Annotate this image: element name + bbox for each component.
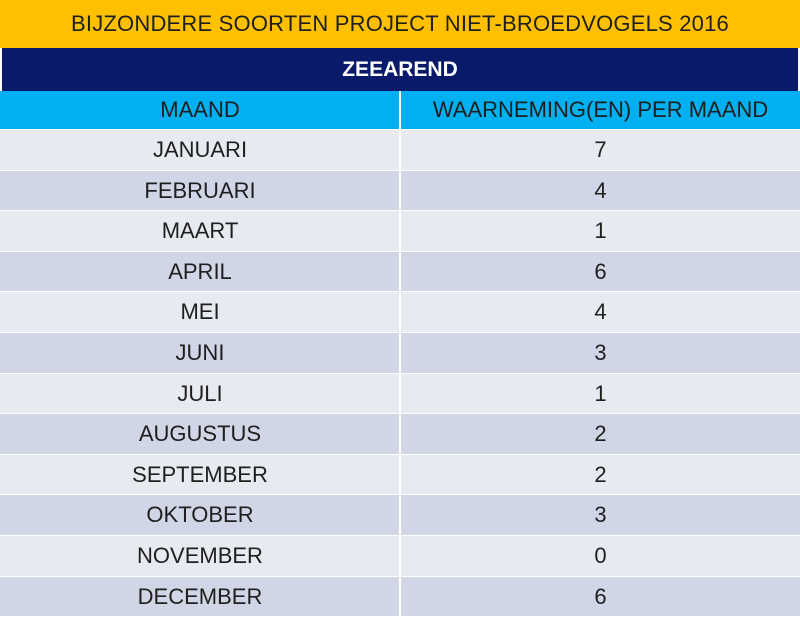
column-divider xyxy=(399,495,401,535)
column-divider xyxy=(399,211,401,251)
column-divider xyxy=(399,332,401,373)
cell-count: 3 xyxy=(594,339,607,365)
cell-month: SEPTEMBER xyxy=(132,461,268,487)
column-divider xyxy=(399,414,401,454)
column-divider xyxy=(399,535,401,576)
column-divider xyxy=(399,130,401,170)
table-row: OKTOBER 3 xyxy=(0,494,800,535)
column-divider xyxy=(399,576,401,617)
cell-month: OKTOBER xyxy=(146,502,254,528)
column-divider xyxy=(399,170,401,211)
table-row: APRIL 6 xyxy=(0,250,800,292)
table-body: JANUARI 7 FEBRUARI 4 MAART 1 APRIL 6 MEI 4 JUNI 3 JU… xyxy=(0,129,800,617)
table-row: AUGUSTUS 2 xyxy=(0,413,800,454)
cell-month: DECEMBER xyxy=(137,583,263,609)
cell-month: JULI xyxy=(177,380,223,406)
column-header-month: MAAND xyxy=(160,97,240,122)
cell-month: JUNI xyxy=(175,339,225,365)
table-row: JULI 1 xyxy=(0,372,800,414)
cell-month: MAART xyxy=(161,218,239,244)
cell-count: 7 xyxy=(594,137,607,162)
cell-count: 6 xyxy=(594,583,607,609)
table-row: SEPTEMBER 2 xyxy=(0,453,800,495)
cell-month: NOVEMBER xyxy=(137,542,263,568)
table-header: MAAND WAARNEMING(EN) PER MAAND xyxy=(0,91,800,129)
column-divider xyxy=(399,251,401,292)
cell-month: AUGUSTUS xyxy=(138,421,262,447)
cell-month: FEBRUARI xyxy=(144,177,256,203)
cell-count: 2 xyxy=(594,461,607,487)
cell-month: APRIL xyxy=(168,258,232,284)
table-row: FEBRUARI 4 xyxy=(0,169,800,211)
cell-count: 6 xyxy=(594,258,607,284)
table-row: MEI 4 xyxy=(0,291,800,332)
column-divider xyxy=(399,373,401,414)
cell-count: 0 xyxy=(594,542,607,568)
cell-count: 4 xyxy=(594,177,607,203)
cell-count: 2 xyxy=(594,421,607,447)
cell-count: 1 xyxy=(594,380,607,406)
cell-month: JANUARI xyxy=(152,137,248,162)
species-heading: ZEEAREND xyxy=(0,48,800,91)
table-row: MAART 1 xyxy=(0,210,800,251)
cell-count: 4 xyxy=(594,299,607,325)
table-row: JANUARI 7 xyxy=(0,129,800,170)
cell-count: 3 xyxy=(594,502,607,528)
table-row: JUNI 3 xyxy=(0,331,800,373)
column-divider xyxy=(399,292,401,332)
page-title: BIJZONDERE SOORTEN PROJECT NIET-BROEDVOG… xyxy=(0,0,800,48)
column-header-count: WAARNEMING(EN) PER MAAND xyxy=(432,97,769,122)
column-divider xyxy=(399,454,401,495)
cell-month: MEI xyxy=(180,299,220,325)
column-divider xyxy=(399,91,401,129)
cell-count: 1 xyxy=(594,218,607,244)
table-row: NOVEMBER 0 xyxy=(0,534,800,576)
table-row: DECEMBER 6 xyxy=(0,575,800,617)
